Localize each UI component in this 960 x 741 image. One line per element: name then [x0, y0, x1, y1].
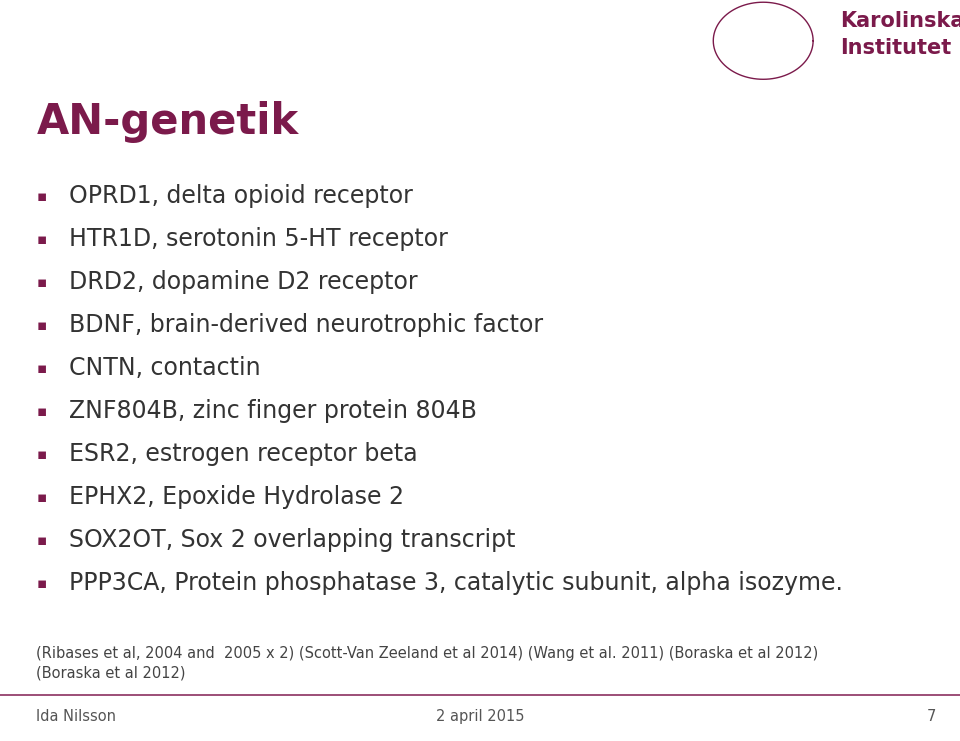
Text: ▪: ▪ — [36, 189, 47, 204]
Text: ▪: ▪ — [36, 275, 47, 290]
Text: CNTN, contactin: CNTN, contactin — [69, 356, 261, 380]
Text: DRD2, dopamine D2 receptor: DRD2, dopamine D2 receptor — [69, 270, 418, 294]
Text: ZNF804B, zinc finger protein 804B: ZNF804B, zinc finger protein 804B — [69, 399, 477, 423]
Text: Ida Nilsson: Ida Nilsson — [36, 709, 116, 724]
Text: ▪: ▪ — [36, 404, 47, 419]
Text: (Ribases et al, 2004 and  2005 x 2) (Scott-Van Zeeland et al 2014) (Wang et al. : (Ribases et al, 2004 and 2005 x 2) (Scot… — [36, 646, 819, 661]
Text: OPRD1, delta opioid receptor: OPRD1, delta opioid receptor — [69, 185, 413, 208]
Text: (Boraska et al 2012): (Boraska et al 2012) — [36, 665, 186, 680]
Text: HTR1D, serotonin 5-HT receptor: HTR1D, serotonin 5-HT receptor — [69, 227, 448, 251]
Text: ▪: ▪ — [36, 576, 47, 591]
Text: ▪: ▪ — [36, 232, 47, 247]
Text: ▪: ▪ — [36, 318, 47, 333]
Text: ▪: ▪ — [36, 490, 47, 505]
Text: EPHX2, Epoxide Hydrolase 2: EPHX2, Epoxide Hydrolase 2 — [69, 485, 404, 509]
Text: AN-genetik: AN-genetik — [36, 102, 299, 143]
Text: 7: 7 — [926, 709, 936, 724]
Text: Institutet: Institutet — [840, 39, 951, 58]
Text: Karolinska: Karolinska — [840, 11, 960, 30]
Text: PPP3CA, Protein phosphatase 3, catalytic subunit, alpha isozyme.: PPP3CA, Protein phosphatase 3, catalytic… — [69, 571, 843, 595]
Text: SOX2OT, Sox 2 overlapping transcript: SOX2OT, Sox 2 overlapping transcript — [69, 528, 516, 552]
Text: 2 april 2015: 2 april 2015 — [436, 709, 524, 724]
Text: ▪: ▪ — [36, 533, 47, 548]
Text: ▪: ▪ — [36, 361, 47, 376]
Text: ▪: ▪ — [36, 447, 47, 462]
Text: BDNF, brain-derived neurotrophic factor: BDNF, brain-derived neurotrophic factor — [69, 313, 543, 337]
Text: ESR2, estrogen receptor beta: ESR2, estrogen receptor beta — [69, 442, 418, 466]
